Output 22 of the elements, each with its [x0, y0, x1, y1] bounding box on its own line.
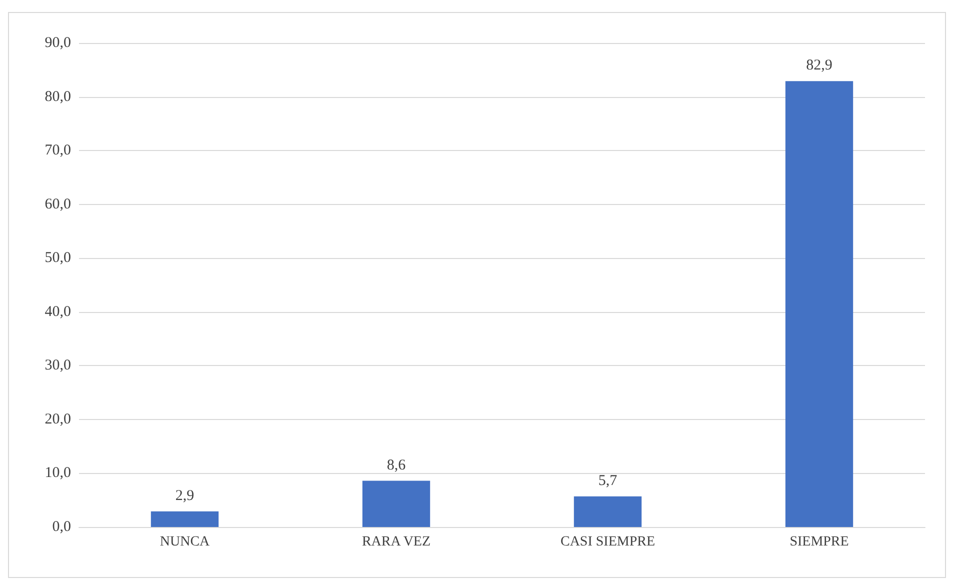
y-tick-label: 60,0	[44, 196, 71, 212]
x-tick-label: SIEMPRE	[790, 534, 849, 550]
data-label: 8,6	[386, 457, 406, 474]
y-tick-label: 0,0	[52, 519, 71, 535]
y-tick-label: 40,0	[44, 304, 71, 320]
y-tick-label: 30,0	[44, 358, 71, 374]
y-tick-label: 70,0	[44, 142, 71, 159]
y-tick-label: 10,0	[44, 465, 71, 482]
data-label: 2,9	[175, 488, 194, 504]
data-label: 5,7	[598, 472, 618, 489]
y-tick-label: 80,0	[44, 88, 71, 105]
bar	[150, 511, 219, 527]
x-tick-label: NUNCA	[160, 534, 211, 550]
y-tick-label: 90,0	[44, 35, 71, 51]
y-tick-label: 50,0	[44, 250, 71, 266]
data-label: 82,9	[806, 58, 832, 74]
x-tick-label: CASI SIEMPRE	[560, 534, 656, 550]
bar	[785, 81, 854, 527]
y-tick-label: 20,0	[44, 411, 71, 428]
bar	[362, 480, 430, 527]
bar	[574, 496, 642, 527]
x-tick-label: RARA VEZ	[362, 534, 431, 550]
